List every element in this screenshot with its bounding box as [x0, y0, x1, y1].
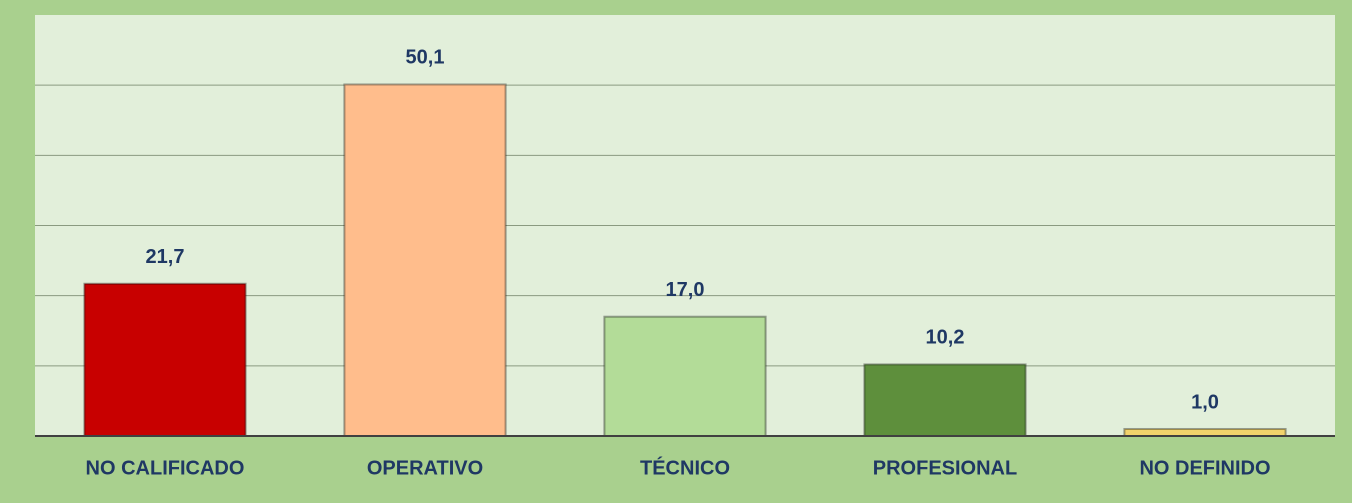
data-label: 1,0: [1191, 391, 1219, 413]
x-tick-label: NO CALIFICADO: [86, 457, 245, 479]
bar: [1123, 427, 1287, 438]
x-tick-label: OPERATIVO: [367, 457, 483, 479]
x-tick-label: NO DEFINIDO: [1139, 457, 1270, 479]
x-tick-label: PROFESIONAL: [873, 457, 1017, 479]
data-label: 10,2: [926, 327, 965, 349]
bar: [863, 363, 1027, 437]
data-label: 17,0: [666, 279, 705, 301]
bar: [343, 83, 507, 437]
bar: [603, 315, 767, 438]
bar: [83, 282, 247, 438]
data-label: 21,7: [146, 246, 185, 268]
x-tick-label: TÉCNICO: [640, 456, 730, 479]
data-label: 50,1: [406, 47, 445, 69]
